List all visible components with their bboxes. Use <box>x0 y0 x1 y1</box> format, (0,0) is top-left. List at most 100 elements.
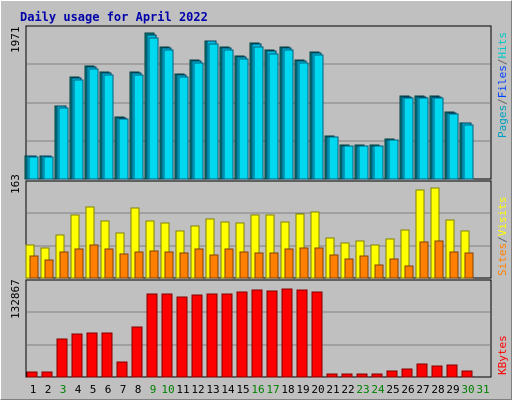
kbytes-bar <box>251 289 263 378</box>
day-label: 2 <box>45 383 52 396</box>
day-label: 4 <box>75 383 82 396</box>
day-label: 24 <box>371 383 385 396</box>
kbytes-bar <box>416 363 428 378</box>
sites-bar <box>359 255 369 279</box>
kbytes-bar <box>326 373 338 378</box>
day-label: 6 <box>105 383 112 396</box>
sites-bar <box>44 259 54 279</box>
sites-bar <box>449 251 459 279</box>
pages-bar <box>133 74 144 180</box>
kbytes-bar <box>101 332 113 378</box>
day-label: 30 <box>461 383 474 396</box>
kbytes-bar <box>86 332 98 378</box>
sites-bar <box>104 248 114 279</box>
legend-hits-files-pages-item: / <box>496 59 509 66</box>
sites-bar <box>134 251 144 279</box>
kbytes-bar <box>161 293 173 378</box>
kbytes-bar <box>281 288 293 378</box>
pages-bar <box>193 62 204 180</box>
pages-bar <box>103 74 114 180</box>
legend-hits-files-pages-item: Pages <box>496 105 509 138</box>
kbytes-bar <box>206 293 218 378</box>
kbytes-bar <box>446 364 458 378</box>
bars <box>24 32 474 378</box>
sites-bar <box>194 248 204 279</box>
sites-bar <box>344 258 354 279</box>
sites-bar <box>299 247 309 279</box>
day-label: 12 <box>191 383 204 396</box>
pages-bar <box>148 37 159 180</box>
day-label: 10 <box>161 383 174 396</box>
day-label: 29 <box>446 383 459 396</box>
sites-bar <box>269 252 279 279</box>
kbytes-bar <box>116 361 128 378</box>
y-max-label-hits: 1971 <box>9 27 22 54</box>
day-label: 17 <box>266 383 279 396</box>
day-label: 14 <box>221 383 235 396</box>
kbytes-bar <box>146 293 158 378</box>
legend-hits-files-pages-item: Hits <box>496 32 509 59</box>
kbytes-bar <box>56 338 68 378</box>
legend-visits-sites-item: / <box>496 236 509 243</box>
pages-bar <box>358 145 369 180</box>
legend-visits-sites-item: Sites <box>496 243 509 276</box>
sites-bar <box>29 255 39 279</box>
chart-title: Daily usage for April 2022 <box>20 10 208 24</box>
day-label: 27 <box>416 383 429 396</box>
pages-bar <box>223 49 234 180</box>
day-label: 25 <box>386 383 399 396</box>
pages-bar <box>388 139 399 180</box>
kbytes-bar <box>221 293 233 378</box>
kbytes-bar <box>461 370 473 378</box>
pages-bar <box>418 97 429 180</box>
kbytes-bar <box>26 371 38 378</box>
kbytes-bar <box>176 296 188 378</box>
legend-hits-files-pages: Pages/Files/Hits <box>496 32 509 138</box>
pages-bar <box>208 43 219 180</box>
y-max-label-visits: 163 <box>9 174 22 194</box>
legend-visits-sites-item: Visits <box>496 197 509 237</box>
pages-bar <box>178 76 189 180</box>
pages-bar <box>43 156 54 180</box>
pages-bar <box>253 46 264 180</box>
pages-bar <box>28 156 39 180</box>
sites-bar <box>464 252 474 279</box>
day-label: 9 <box>150 383 157 396</box>
kbytes-bar <box>191 294 203 378</box>
kbytes-bar <box>401 368 413 378</box>
sites-bar <box>209 254 219 279</box>
sites-bar <box>239 251 249 279</box>
day-label: 28 <box>431 383 444 396</box>
pages-bar <box>58 107 69 180</box>
sites-bar <box>74 248 84 279</box>
kbytes-bar <box>131 326 143 378</box>
kbytes-bar <box>311 291 323 378</box>
sites-bar <box>314 247 324 279</box>
pages-bar <box>313 54 324 180</box>
pages-bar <box>343 145 354 180</box>
pages-bar <box>403 97 414 180</box>
pages-bar <box>73 79 84 180</box>
kbytes-bar <box>386 370 398 378</box>
kbytes-bar <box>296 289 308 378</box>
day-label: 19 <box>296 383 309 396</box>
day-label: 21 <box>326 383 339 396</box>
legend-visits-sites: Sites/Visits <box>496 197 509 277</box>
day-label: 3 <box>60 383 67 396</box>
pages-bar <box>298 62 309 180</box>
pages-bar <box>118 118 129 180</box>
sites-bar <box>254 252 264 279</box>
day-label: 5 <box>90 383 97 396</box>
pages-bar <box>373 145 384 180</box>
legend-hits-files-pages-item: Files <box>496 65 509 98</box>
day-label: 31 <box>476 383 489 396</box>
pages-bar <box>283 49 294 180</box>
sites-bar <box>374 264 384 279</box>
day-label: 15 <box>236 383 249 396</box>
sites-bar <box>389 258 399 279</box>
kbytes-bar <box>236 291 248 378</box>
day-label: 1 <box>30 383 37 396</box>
sites-bar <box>404 265 414 279</box>
